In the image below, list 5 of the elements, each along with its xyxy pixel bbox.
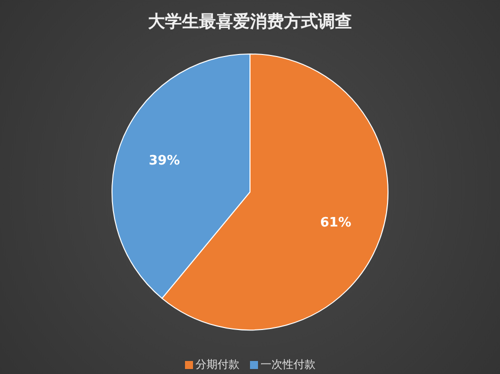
data-label: 39% xyxy=(148,154,180,169)
chart-title: 大学生最喜爱消费方式调查 xyxy=(147,11,353,34)
slice-label: 分期付款 xyxy=(196,357,240,372)
legend-label: 一次性付款 xyxy=(260,357,316,372)
data-label: 61% xyxy=(320,215,352,230)
